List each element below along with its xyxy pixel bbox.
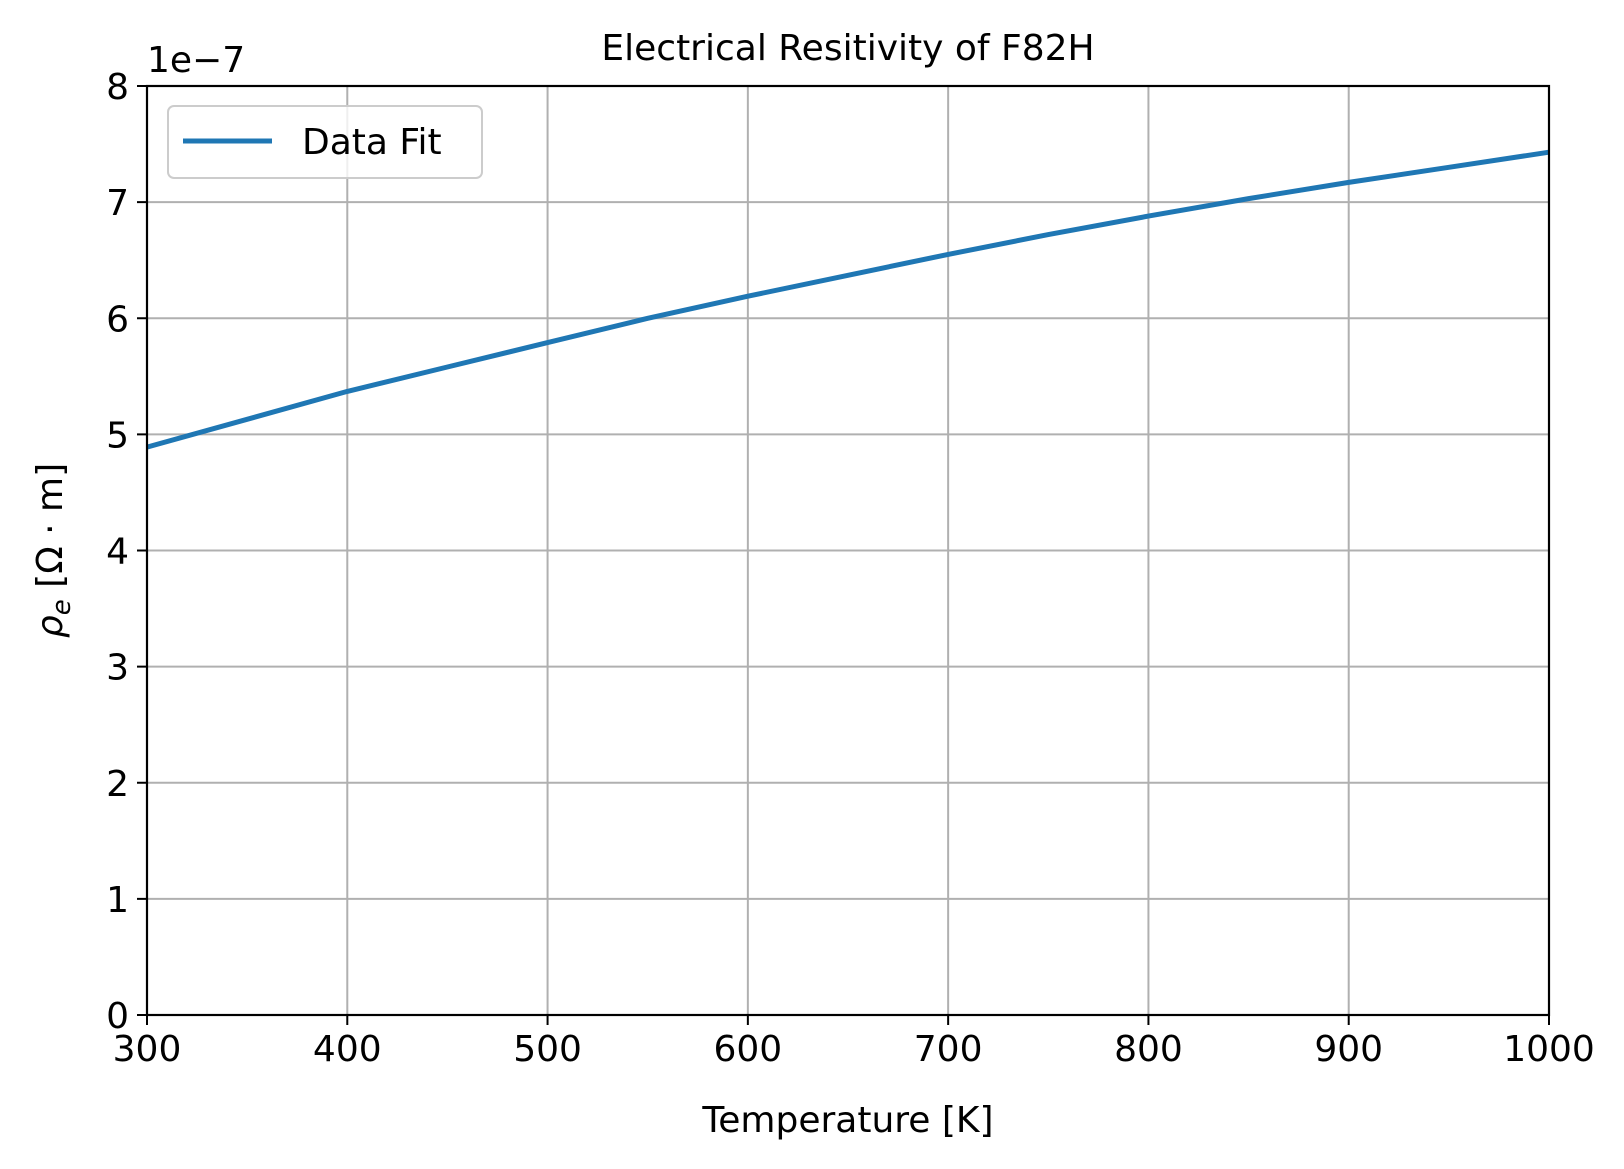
- series-line: [146, 149, 1550, 450]
- grid: [146, 85, 1550, 1016]
- x-tick-label: 500: [513, 1029, 582, 1070]
- y-tick-label: 7: [106, 183, 129, 224]
- series-layer: [146, 149, 1550, 450]
- x-tick-label: 1000: [1503, 1029, 1595, 1070]
- y-tick-label: 6: [106, 299, 129, 340]
- x-tick-label: 600: [713, 1029, 782, 1070]
- y-axis-unit: [Ω · m]: [30, 463, 71, 599]
- tick-layer: 300 400 500 600 700 800 900 1000 0 1 2 3 4 5 6 7 8: [106, 67, 1595, 1070]
- chart-title: Electrical Resitivity of F82H: [601, 28, 1094, 69]
- legend-box: [167, 105, 483, 179]
- x-tick-label: 400: [313, 1029, 382, 1070]
- legend: Data Fit: [167, 105, 483, 179]
- y-axis-subscript: e: [47, 599, 77, 615]
- legend-label: Data Fit: [302, 122, 442, 163]
- y-tick-label: 2: [106, 764, 129, 805]
- x-axis-title: Temperature [K]: [701, 1100, 993, 1141]
- y-axis-title: ρe [Ω · m]: [30, 463, 77, 638]
- x-tick-label: 900: [1314, 1029, 1383, 1070]
- y-tick-label: 0: [106, 996, 129, 1037]
- x-tick-label: 700: [914, 1029, 983, 1070]
- y-tick-label: 3: [106, 648, 129, 689]
- y-axis-symbol: ρ: [30, 615, 71, 638]
- y-offset-label: 1e−7: [147, 40, 245, 81]
- x-tick-label: 300: [113, 1029, 182, 1070]
- y-tick-label: 1: [106, 880, 129, 921]
- y-tick-label: 5: [106, 415, 129, 456]
- y-tick-label: 8: [106, 67, 129, 108]
- y-tick-label: 4: [106, 532, 129, 573]
- x-tick-label: 800: [1114, 1029, 1183, 1070]
